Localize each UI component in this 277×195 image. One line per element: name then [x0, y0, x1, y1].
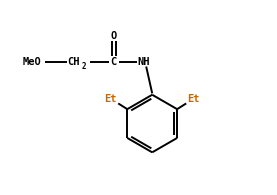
Text: C: C — [111, 57, 117, 67]
Text: NH: NH — [138, 57, 150, 67]
Text: MeO: MeO — [22, 57, 41, 67]
Text: CH: CH — [67, 57, 79, 67]
Text: O: O — [111, 31, 117, 41]
Text: Et: Et — [187, 94, 200, 104]
Text: 2: 2 — [81, 62, 86, 71]
Text: Et: Et — [105, 94, 117, 104]
